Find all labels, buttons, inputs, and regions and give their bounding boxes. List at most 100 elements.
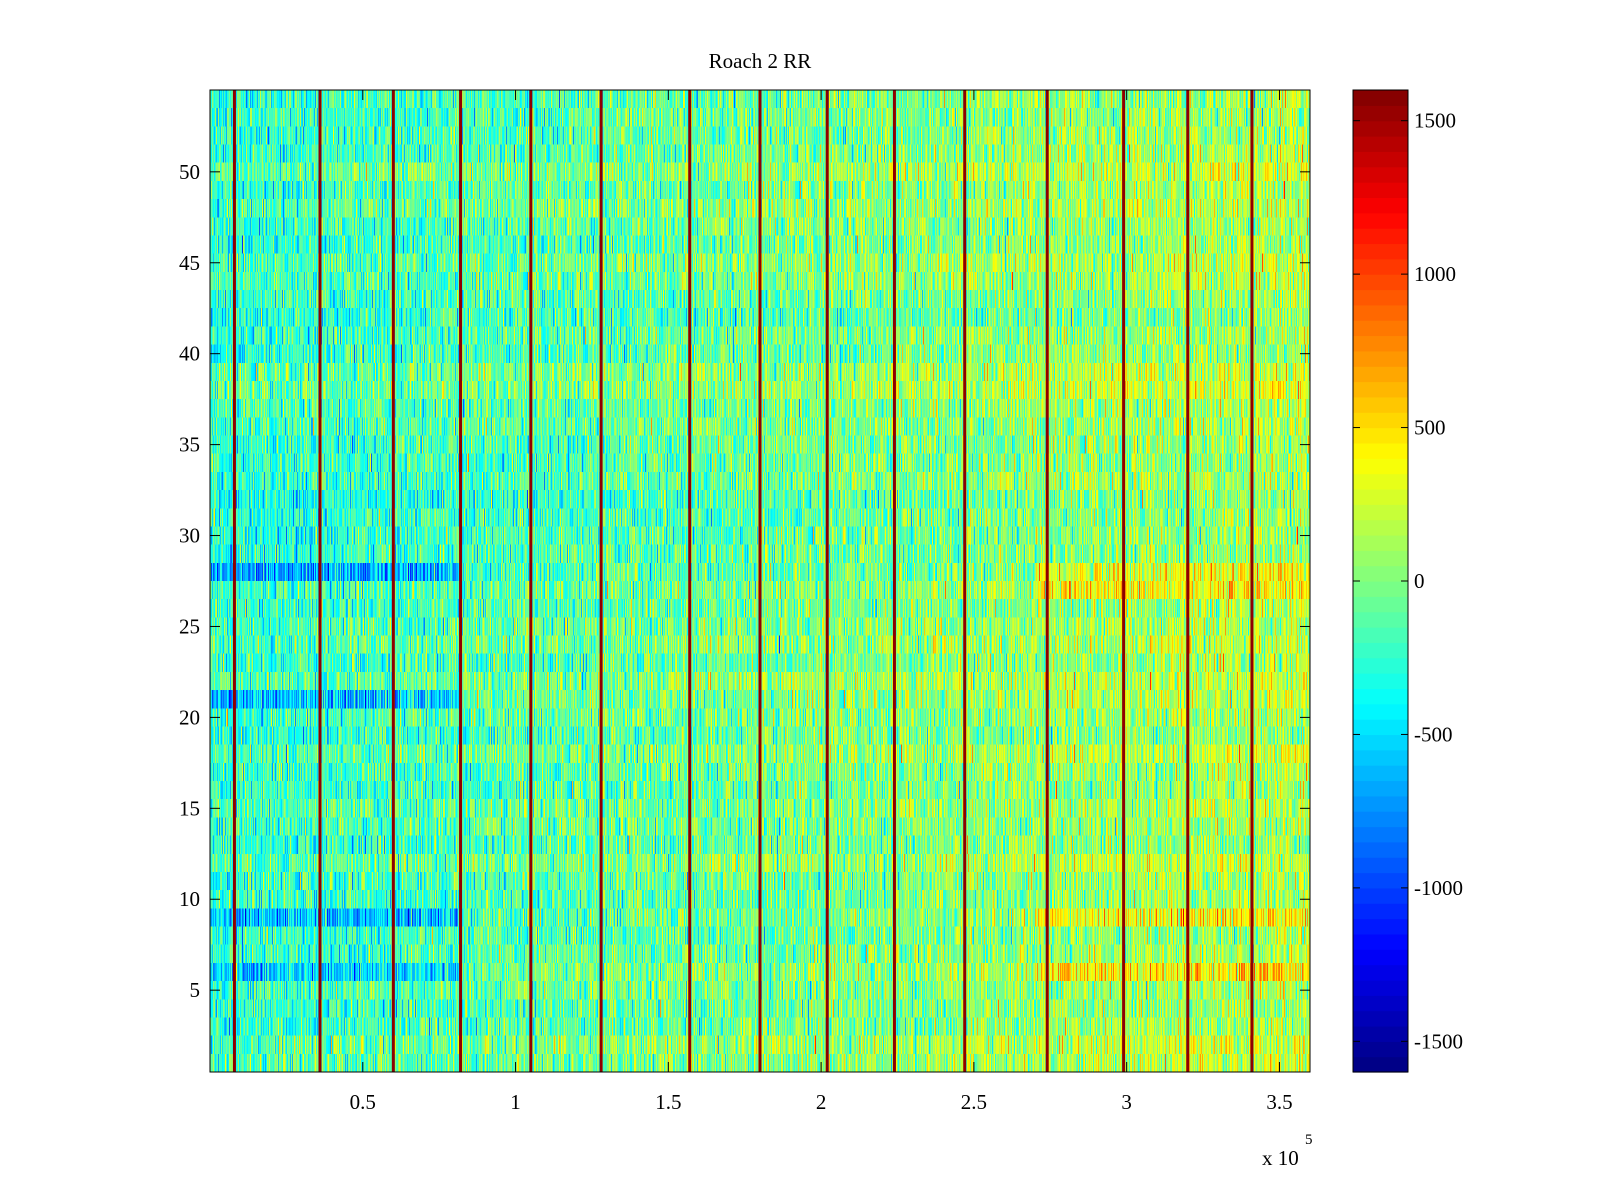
colorbar-segment: [1353, 197, 1408, 214]
x-tick-label: 3: [1121, 1090, 1132, 1114]
colorbar-segment: [1353, 335, 1408, 352]
high-value-line-core: [759, 90, 761, 1072]
high-value-line-core: [1187, 90, 1189, 1072]
colorbar-segment: [1353, 534, 1408, 551]
colorbar-segment: [1353, 887, 1408, 904]
colorbar-segment: [1353, 826, 1408, 843]
colorbar-segment: [1353, 995, 1408, 1012]
colorbar-segment: [1353, 228, 1408, 245]
high-value-line-core: [964, 90, 966, 1072]
colorbar-segment: [1353, 749, 1408, 766]
colorbar-segment: [1353, 90, 1408, 106]
colorbar-segment: [1353, 488, 1408, 505]
colorbar-segment: [1353, 627, 1408, 643]
heatmap-image: [210, 90, 1310, 1072]
high-value-line-core: [530, 90, 532, 1072]
high-value-line-core: [233, 90, 235, 1072]
y-tick-label: 35: [179, 433, 200, 457]
colorbar-segment: [1353, 550, 1408, 567]
high-value-line-core: [460, 90, 462, 1072]
colorbar-segment: [1353, 504, 1408, 521]
colorbar-segment: [1353, 304, 1408, 321]
x-exponent-power: 5: [1305, 1132, 1313, 1148]
y-tick-label: 20: [179, 705, 200, 729]
colorbar-segment: [1353, 366, 1408, 383]
high-value-line-core: [600, 90, 602, 1072]
colorbar-segment: [1353, 611, 1408, 628]
colorbar-segment: [1353, 719, 1408, 736]
colorbar-tick-label: -1500: [1414, 1029, 1463, 1053]
colorbar-segment: [1353, 136, 1408, 152]
colorbar-segment: [1353, 151, 1408, 168]
x-tick-label: 2: [816, 1090, 827, 1114]
y-tick-label: 45: [179, 251, 200, 275]
colorbar-segment: [1353, 243, 1408, 260]
colorbar-segment: [1353, 412, 1408, 429]
y-tick-label: 15: [179, 796, 200, 820]
high-value-line-core: [1251, 90, 1253, 1072]
x-tick-label: 2.5: [961, 1090, 987, 1114]
colorbar-segment: [1353, 688, 1408, 705]
high-value-line-core: [1123, 90, 1125, 1072]
high-value-line-core: [319, 90, 321, 1072]
colorbar-segment: [1353, 857, 1408, 874]
chart-title: Roach 2 RR: [709, 49, 812, 73]
colorbar-segment: [1353, 212, 1408, 229]
colorbar-segment: [1353, 1041, 1408, 1058]
plot-frame: [209, 89, 1311, 1073]
colorbar-segment: [1353, 105, 1408, 122]
colorbar-segment: [1353, 765, 1408, 782]
colorbar-tick-label: 0: [1414, 569, 1425, 593]
axes: 0.5 1 1.5 2 2.5 3 3.5 5 10 15 20 25 30 35 40 45 50: [179, 89, 1311, 1114]
colorbar-tick-label: 1500: [1414, 109, 1456, 133]
colorbar-segment: [1353, 949, 1408, 966]
high-value-line-core: [689, 90, 691, 1072]
high-value-line-core: [392, 90, 394, 1072]
colorbar-tick-label: -1000: [1414, 876, 1463, 900]
colorbar-segment: [1353, 166, 1408, 183]
colorbar-segment: [1353, 780, 1408, 797]
colorbar-segment: [1353, 903, 1408, 920]
colorbar-tick-label: 500: [1414, 416, 1446, 440]
colorbar-segment: [1353, 289, 1408, 306]
y-tick-label: 25: [179, 614, 200, 638]
colorbar-segment: [1353, 657, 1408, 674]
colorbar-segment: [1353, 442, 1408, 459]
colorbar-segment: [1353, 811, 1408, 828]
y-tick-label: 10: [179, 887, 200, 911]
high-value-line-core: [826, 90, 828, 1072]
colorbar-segment: [1353, 258, 1408, 275]
colorbar-segment: [1353, 565, 1408, 582]
colorbar-segment: [1353, 320, 1408, 337]
colorbar-segment: [1353, 473, 1408, 490]
colorbar-tick-label: -500: [1414, 722, 1453, 746]
x-tick-label: 1: [510, 1090, 521, 1114]
colorbar-segment: [1353, 872, 1408, 889]
colorbar-segment: [1353, 396, 1408, 413]
colorbar-segment: [1353, 703, 1408, 720]
colorbar-segment: [1353, 182, 1408, 199]
colorbar: -1500 -1000 -500 0 500 1000 1500: [1352, 89, 1463, 1073]
colorbar-segment: [1353, 673, 1408, 690]
colorbar-segment: [1353, 964, 1408, 981]
colorbar-segment: [1353, 274, 1408, 291]
colorbar-segment: [1353, 1025, 1408, 1042]
x-tick-label: 1.5: [655, 1090, 681, 1114]
x-exponent-label: x 10: [1262, 1146, 1299, 1170]
colorbar-segment: [1353, 120, 1408, 137]
colorbar-segment: [1353, 933, 1408, 950]
colorbar-segment: [1353, 979, 1408, 996]
x-tick-label: 3.5: [1266, 1090, 1292, 1114]
colorbar-segment: [1353, 642, 1408, 659]
colorbar-segment: [1353, 458, 1408, 475]
high-value-line-core: [893, 90, 895, 1072]
y-tick-label: 5: [190, 978, 201, 1002]
colorbar-segment: [1353, 581, 1408, 597]
colorbar-segment: [1353, 734, 1408, 751]
y-tick-label: 40: [179, 342, 200, 366]
colorbar-segment: [1353, 1010, 1408, 1027]
colorbar-tick-label: 1000: [1414, 262, 1456, 286]
colorbar-segment: [1353, 1056, 1408, 1073]
y-tick-label: 30: [179, 524, 200, 548]
